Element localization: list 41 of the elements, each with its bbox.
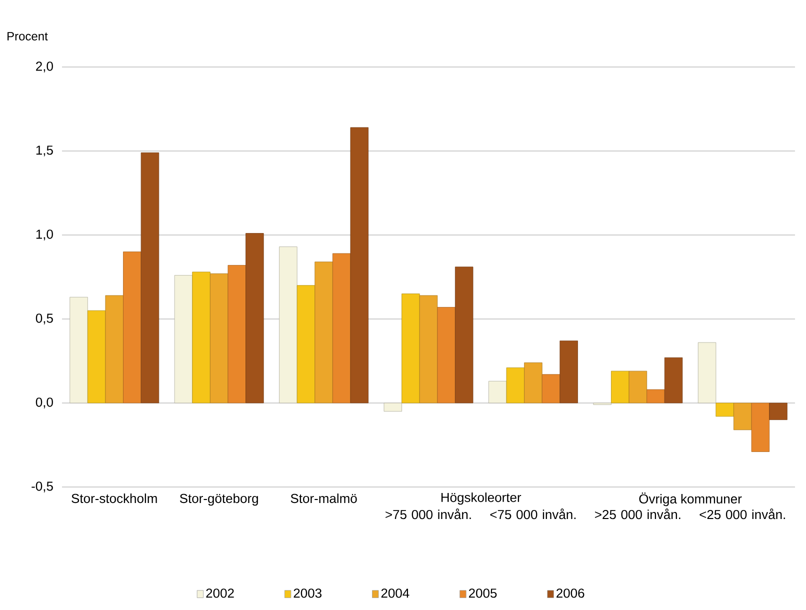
bar: [314, 262, 333, 404]
text: Övriga kommuner: [639, 492, 742, 506]
bar: [524, 362, 542, 404]
bar: [402, 294, 420, 404]
bar: [419, 295, 438, 404]
bar: [488, 380, 507, 404]
legend-label: 2004: [381, 588, 410, 598]
bar: [192, 272, 210, 404]
x-tick-label: >25 000 invån.: [595, 508, 680, 520]
y-tick-label: -0,5: [32, 482, 53, 492]
bar: [210, 273, 228, 404]
y-tick-label: 1,5: [36, 146, 53, 156]
x-tick-label: <75 000 invån.: [490, 508, 576, 520]
bar: [506, 368, 525, 404]
bar: [279, 246, 298, 404]
legend-label: 2002: [206, 588, 234, 598]
bar: [716, 402, 734, 417]
bar: [384, 402, 402, 412]
y-tick-label: 0,5: [36, 314, 53, 324]
y-tick-label: 1,0: [36, 230, 53, 240]
text: Högskoleorter: [441, 492, 522, 505]
x-tick-label: Stor-malmö: [290, 494, 357, 504]
bar: [734, 402, 752, 430]
bar: [296, 285, 316, 404]
x-tick-label: <25 000 invån.: [700, 508, 785, 520]
x-tick-label: >75 000 invån.: [386, 508, 471, 520]
bar: [70, 296, 88, 404]
x-tick-label: Stor-stockholm: [72, 494, 157, 504]
bar: [105, 295, 124, 404]
legend-label: 2003: [294, 588, 322, 598]
bar: [628, 370, 648, 404]
y-tick-label: 0,0: [36, 398, 53, 408]
bar: [611, 370, 630, 404]
legend-label: 2005: [468, 588, 497, 598]
y-axis-title: Procent: [8, 32, 48, 40]
y-tick-label: 2,0: [36, 62, 53, 72]
bar: [174, 275, 193, 404]
x-tick-label: Stor-göteborg: [180, 494, 258, 506]
legend-label: 2006: [556, 588, 584, 598]
bar: [87, 310, 106, 404]
bar: [698, 342, 716, 404]
